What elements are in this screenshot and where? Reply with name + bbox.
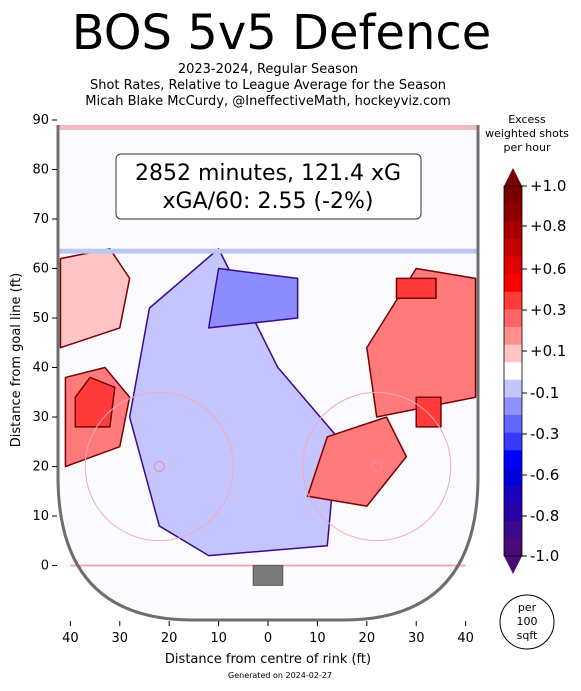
y-tick-label: 20 — [32, 460, 49, 475]
heat-region-slot-cold — [128, 247, 338, 557]
colorbar-top-arrow — [504, 168, 522, 186]
faceoff-circles — [84, 391, 452, 542]
heat-region-right-point-hot — [395, 277, 437, 299]
colorbar-tick-label: -1.0 — [530, 547, 559, 565]
colorbar-band — [504, 362, 522, 381]
y-tick-label: 0 — [41, 559, 49, 574]
subtitle-season: 2023-2024, Regular Season — [177, 62, 359, 77]
summary-line-minutes-xg: 2852 minutes, 121.4 xG — [135, 161, 401, 186]
heat-region-right-dot-hot — [415, 396, 442, 428]
x-tick-label: 40 — [62, 631, 79, 646]
colorbar-label-line1: Excess — [508, 113, 546, 126]
colorbar-band — [504, 274, 522, 293]
y-tick-label: 30 — [32, 410, 49, 425]
badge-per: per — [518, 601, 537, 614]
x-axis: 40 30 20 10 0 10 20 30 40 — [62, 621, 474, 646]
colorbar-band — [504, 503, 522, 522]
colorbar-bottom-arrow — [504, 556, 522, 574]
rink — [56, 124, 480, 622]
heat-region-right-wall-hot — [366, 267, 477, 418]
y-tick-label: 80 — [32, 163, 49, 178]
summary-line-xga60: xGA/60: 2.55 (-2%) — [163, 189, 374, 214]
faceoff-circle — [302, 391, 452, 542]
colorbar-band — [504, 256, 522, 275]
colorbar-tick-label: -0.8 — [530, 507, 559, 525]
colorbar-tick-label: +0.3 — [530, 301, 566, 319]
colorbar-tick-label: +0.1 — [530, 342, 566, 360]
y-tick-label: 70 — [32, 212, 49, 227]
faceoff-dot — [371, 461, 383, 473]
heat-region-right-circle-hot — [306, 416, 408, 507]
colorbar-band — [504, 203, 522, 222]
heat-region-left-faceoff-hot — [74, 376, 116, 428]
colorbar-band — [504, 538, 522, 557]
y-tick-label: 40 — [32, 361, 49, 376]
heat-region-left-wall-high — [59, 247, 131, 349]
x-tick-label: 40 — [457, 631, 474, 646]
y-tick-label: 90 — [32, 113, 49, 128]
x-tick-label: 30 — [111, 631, 128, 646]
goal-net — [252, 565, 284, 586]
colorbar-band — [504, 344, 522, 363]
subtitle-description: Shot Rates, Relative to League Average f… — [89, 78, 447, 93]
colorbar-tick-label: +0.6 — [530, 260, 566, 278]
colorbar-tick-label: -0.3 — [530, 425, 559, 443]
chart-title: BOS 5v5 Defence — [71, 5, 492, 61]
colorbar-label-line2: weighted shots — [485, 127, 569, 140]
faceoff-circle — [84, 391, 234, 542]
colorbar-band — [504, 238, 522, 257]
y-axis-label: Distance from goal line (ft) — [9, 273, 24, 447]
colorbar-band — [504, 326, 522, 346]
x-tick-label: 10 — [309, 631, 326, 646]
colorbar-tick-label: -0.6 — [530, 466, 559, 484]
colorbar-label-line3: per hour — [504, 141, 551, 154]
colorbar-tick-label: +1.0 — [530, 177, 566, 195]
faceoff-dot — [153, 461, 165, 473]
y-tick-label: 50 — [32, 311, 49, 326]
y-tick-label: 10 — [32, 509, 49, 524]
colorbar-band — [504, 397, 522, 416]
colorbar-band — [504, 186, 522, 205]
badge-sqft: sqft — [517, 629, 538, 642]
heatmap-regions — [59, 247, 477, 557]
subtitle-author: Micah Blake McCurdy, @IneffectiveMath, h… — [85, 94, 451, 109]
colorbar-band — [504, 221, 522, 240]
colorbar-tick-label: +0.8 — [530, 217, 566, 235]
y-axis: 0 10 20 30 40 50 60 70 80 90 — [32, 113, 57, 574]
colorbar-band — [504, 485, 522, 504]
x-tick-label: 20 — [359, 631, 376, 646]
rink-boards — [56, 124, 480, 622]
centre-line — [58, 124, 478, 130]
colorbar-band — [504, 291, 522, 310]
colorbar: Excess weighted shots per hour +1.0 +0.8 +… — [485, 113, 569, 574]
heat-region-high-slot-cold — [207, 267, 299, 329]
x-axis-label: Distance from centre of rink (ft) — [165, 652, 371, 667]
y-tick-label: 60 — [32, 262, 49, 277]
x-tick-label: 30 — [408, 631, 425, 646]
colorbar-band — [504, 432, 522, 451]
colorbar-band — [504, 309, 522, 328]
generated-note: Generated on 2024-02-27 — [228, 671, 332, 680]
badge-100: 100 — [517, 615, 538, 628]
colorbar-band — [504, 467, 522, 487]
x-tick-label: 10 — [210, 631, 227, 646]
colorbar-band — [504, 379, 522, 398]
colorbar-band — [504, 450, 522, 469]
colorbar-band — [504, 520, 522, 539]
summary-box: 2852 minutes, 121.4 xG xGA/60: 2.55 (-2%… — [115, 153, 422, 220]
colorbar-band — [504, 415, 522, 434]
per-area-badge: per 100 sqft — [499, 594, 555, 650]
x-tick-label: 0 — [264, 631, 272, 646]
colorbar-tick-label: -0.1 — [530, 384, 559, 402]
blue-line — [58, 248, 478, 254]
x-tick-label: 20 — [161, 631, 178, 646]
